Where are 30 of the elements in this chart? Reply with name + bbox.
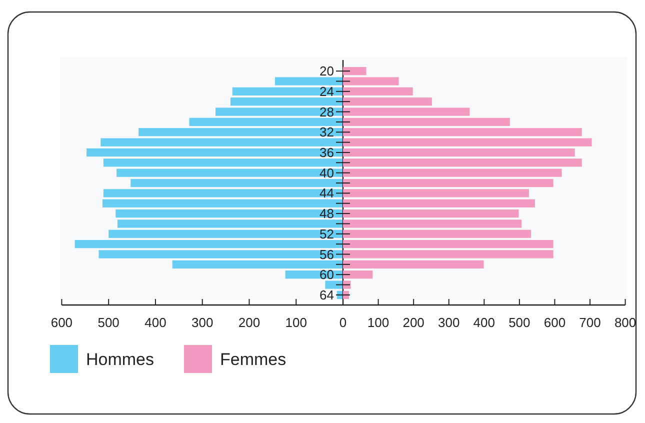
x-tick-label: 300 <box>438 315 460 330</box>
y-tick-label: 40 <box>320 165 334 180</box>
y-tick-label: 24 <box>320 84 334 99</box>
x-tick-label: 400 <box>473 315 495 330</box>
x-tick-label: 700 <box>579 315 601 330</box>
legend-label: Hommes <box>86 350 154 369</box>
y-tick-label: 64 <box>320 287 334 302</box>
x-tick-label: 100 <box>367 315 390 330</box>
y-tick-label: 20 <box>320 64 334 79</box>
x-tick-label: 100 <box>285 315 307 330</box>
x-tick-label: 200 <box>402 315 424 330</box>
x-tick-label: 300 <box>192 315 214 330</box>
y-tick-label: 36 <box>320 145 334 160</box>
y-tick-label: 44 <box>320 186 334 201</box>
y-tick-label: 48 <box>320 206 334 222</box>
legend-label: Femmes <box>220 350 286 369</box>
bar <box>343 67 366 76</box>
x-tick-label: 400 <box>144 315 166 330</box>
x-tick-label: 600 <box>544 315 566 330</box>
x-tick-label: 600 <box>50 315 73 330</box>
x-tick-label: 500 <box>98 315 120 330</box>
y-tick-label: 52 <box>320 226 334 242</box>
x-tick-label: 200 <box>238 315 260 330</box>
x-tick-label: 800 <box>614 315 636 330</box>
y-tick-label: 56 <box>320 246 334 262</box>
y-tick-label: 60 <box>320 267 334 282</box>
x-tick-label: 0 <box>339 315 347 330</box>
y-tick-label: 28 <box>320 104 334 120</box>
y-tick-label: 32 <box>320 124 334 140</box>
x-tick-label: 500 <box>508 315 530 330</box>
